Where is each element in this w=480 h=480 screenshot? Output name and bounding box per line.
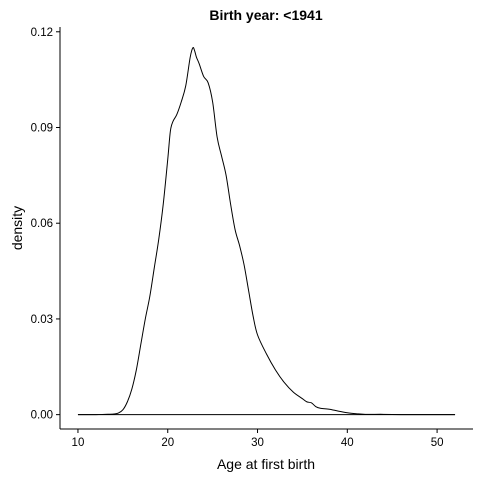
x-tick-label: 10 bbox=[72, 437, 85, 449]
density-curve bbox=[77, 47, 456, 416]
y-tick-label: 0.06 bbox=[31, 218, 53, 230]
x-tick-label: 50 bbox=[431, 437, 444, 449]
chart-title: Birth year: <1941 bbox=[209, 7, 322, 23]
y-axis-title: density bbox=[9, 206, 25, 250]
y-axis-ticks: 0.00 0.03 0.06 0.09 0.12 bbox=[31, 27, 60, 422]
y-tick-label: 0.03 bbox=[31, 314, 53, 326]
x-tick-label: 20 bbox=[161, 437, 174, 449]
x-tick-label: 40 bbox=[341, 437, 354, 449]
y-tick-label: 0.00 bbox=[31, 410, 53, 422]
x-tick-label: 30 bbox=[251, 437, 264, 449]
y-tick-label: 0.09 bbox=[31, 123, 53, 135]
x-axis-title: Age at first birth bbox=[217, 456, 315, 472]
y-tick-label: 0.12 bbox=[31, 27, 53, 39]
x-axis-ticks: 10 20 30 40 50 bbox=[72, 429, 444, 449]
